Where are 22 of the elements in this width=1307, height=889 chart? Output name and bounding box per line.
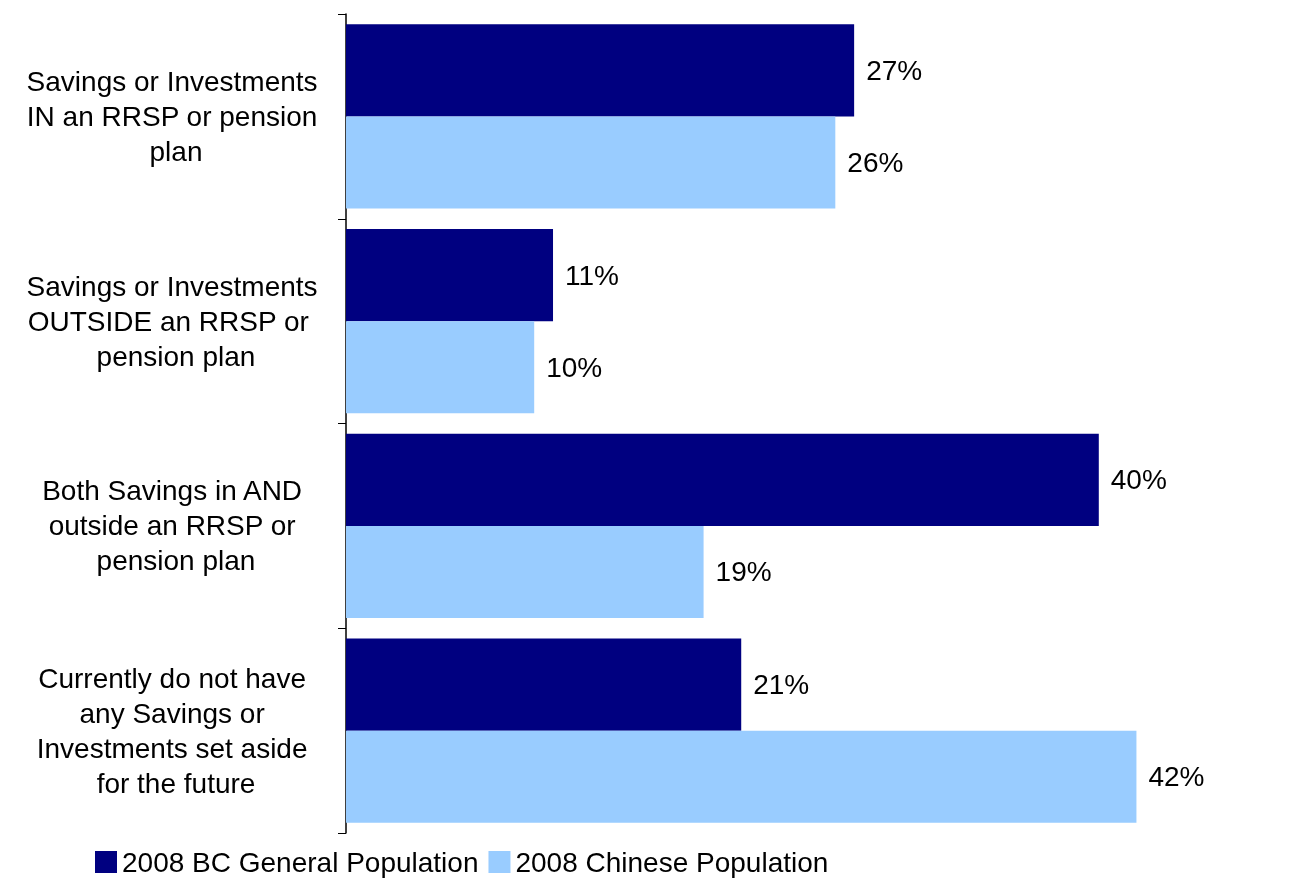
data-label: 42% <box>1148 761 1205 793</box>
data-label: 21% <box>753 669 810 701</box>
data-label: 27% <box>866 54 923 86</box>
bar <box>346 433 1099 526</box>
bar <box>346 116 836 209</box>
legend-label: 2008 Chinese Population <box>515 846 829 878</box>
y-tick-label: Savings or Investments OUTSIDE an RRSP or pension plan <box>26 270 326 372</box>
bar <box>346 228 554 322</box>
data-label: 40% <box>1110 464 1167 496</box>
data-label: 19% <box>715 556 772 588</box>
bar <box>346 525 704 619</box>
data-label: 10% <box>546 351 603 383</box>
bar <box>346 730 1137 823</box>
y-tick-label: Currently do not have any Savings or Investments set aside for the future <box>36 662 316 799</box>
data-label: 11% <box>565 259 619 291</box>
legend-label: 2008 BC General Population <box>122 846 479 878</box>
data-label: 26% <box>847 146 904 178</box>
y-tick-label: Both Savings in AND outside an RRSP or pension plan <box>42 475 310 577</box>
bar <box>346 638 742 731</box>
y-tick-label: Savings or Investments IN an RRSP or pension plan <box>26 65 326 167</box>
bar <box>346 321 535 414</box>
bar <box>346 24 855 117</box>
